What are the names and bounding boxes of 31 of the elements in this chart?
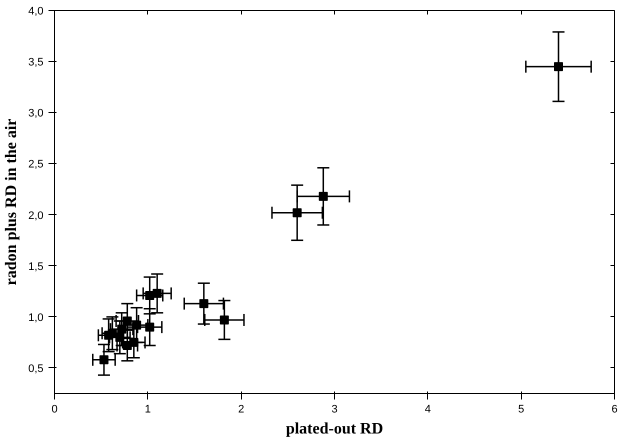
point (115, 332, 124, 342)
x-tick-label: 2 (238, 404, 244, 416)
point (318, 192, 328, 201)
y-tick-label: 2,5 (28, 158, 44, 171)
y-tick-label: 0,5 (28, 362, 44, 375)
y-tick-label: 3,5 (28, 56, 44, 69)
y-tick-label: 4,0 (28, 6, 44, 18)
point (129, 338, 138, 347)
y-axis-title: radon plus RD in the air (3, 118, 20, 286)
point (122, 316, 132, 326)
point (99, 355, 108, 364)
point (554, 62, 563, 72)
y-tick-label: 2,0 (28, 210, 44, 222)
y-tick-label: 3,0 (28, 108, 44, 120)
x-axis-title: plated-out RD (286, 420, 384, 438)
point (220, 315, 229, 324)
point (199, 299, 208, 308)
x-tick-label: 1 (144, 404, 151, 416)
y-tick-label: 1,0 (28, 312, 44, 324)
x-tick-label: 0 (51, 404, 58, 416)
point (145, 290, 154, 300)
x-tick-label: 6 (611, 404, 618, 416)
point (104, 330, 114, 340)
y-tick-label: 1,5 (28, 260, 44, 273)
point (145, 322, 154, 332)
x-tick-label: 3 (331, 404, 338, 416)
point (132, 320, 142, 330)
point (117, 324, 126, 334)
x-tick-label: 5 (518, 404, 524, 416)
point (292, 208, 302, 218)
x-tick-label: 4 (424, 404, 431, 416)
